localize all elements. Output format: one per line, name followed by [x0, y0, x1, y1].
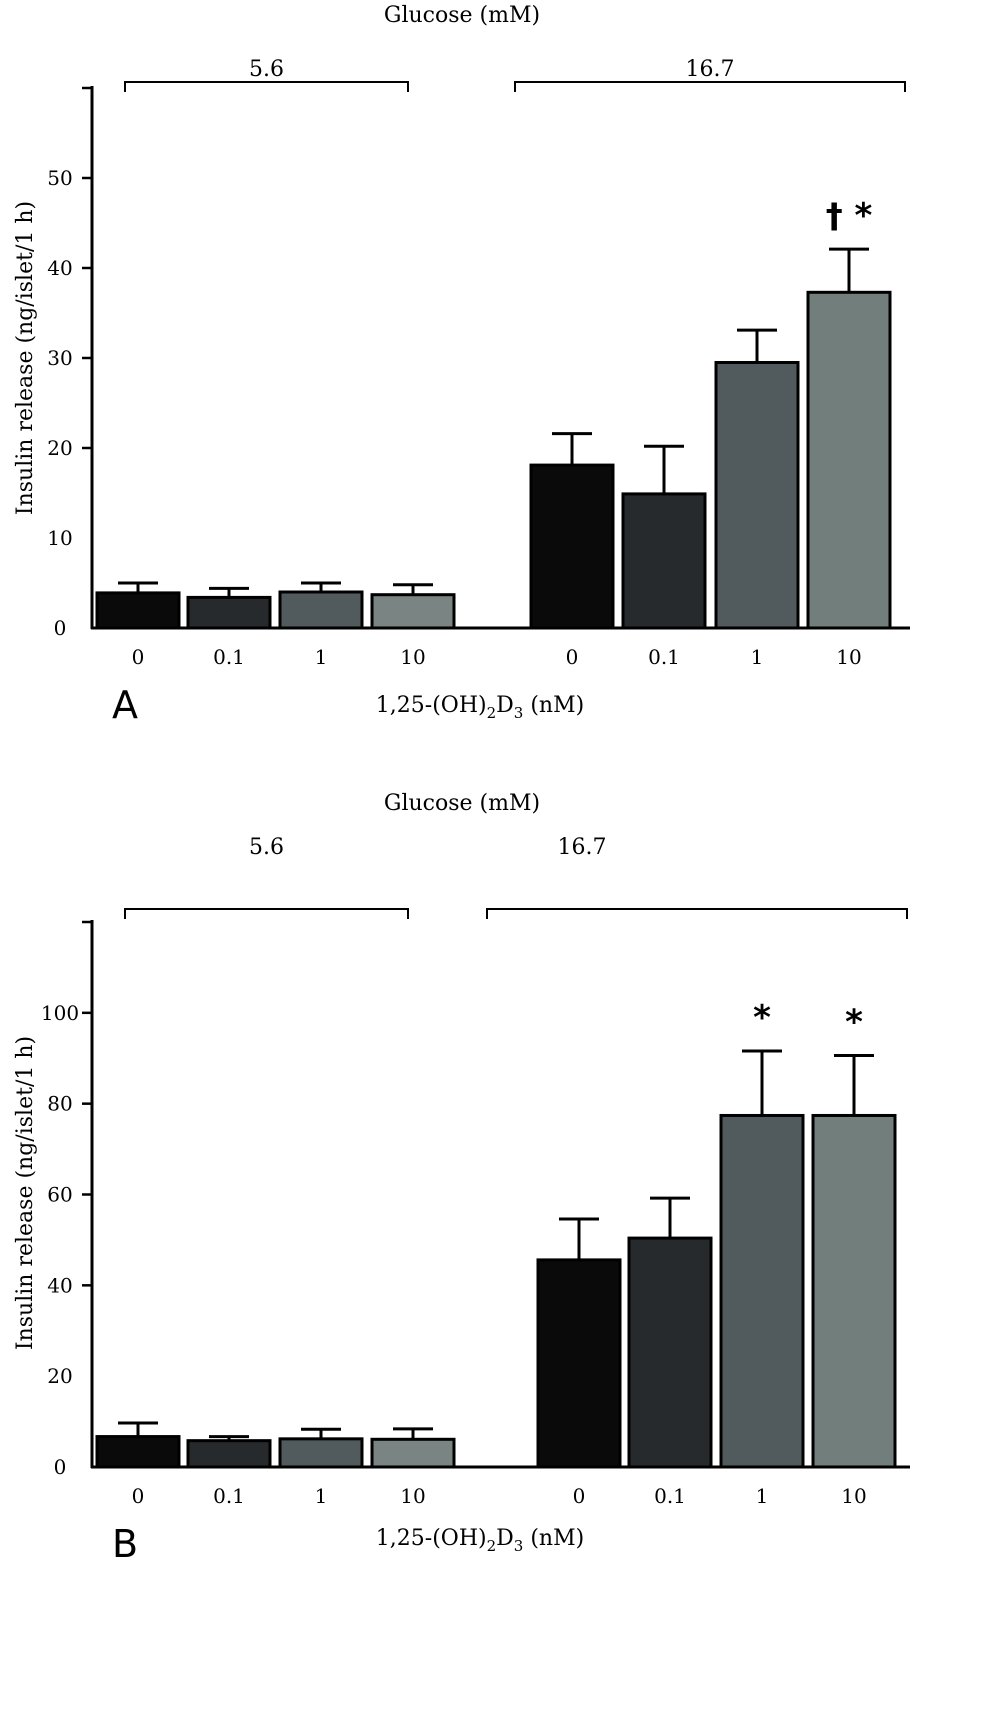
x-tick-label: 0.1 — [654, 1484, 686, 1508]
group-label: 16.7 — [686, 57, 735, 82]
group-label: 5.6 — [249, 835, 284, 860]
group-bracket — [514, 81, 906, 92]
bar — [95, 1435, 181, 1469]
y-tick-label: 80 — [47, 1092, 72, 1116]
bar — [627, 1236, 713, 1469]
y-tick-label: 40 — [47, 1273, 72, 1297]
significance-marker: * — [753, 998, 771, 1038]
x-tick-label: 1 — [315, 645, 328, 669]
y-tick-label: 30 — [47, 346, 72, 370]
x-tick-label: 10 — [400, 645, 425, 669]
y-tick-label: 100 — [41, 1001, 79, 1025]
x-tick-label: 0.1 — [213, 645, 245, 669]
x-axis-title: 1,25-(OH)2D3 (nM) — [376, 1526, 584, 1555]
group-label: 16.7 — [558, 835, 607, 860]
y-tick-label: 20 — [47, 436, 72, 460]
glucose-title: Glucose (mM) — [384, 791, 540, 816]
significance-marker: † * — [826, 196, 873, 236]
y-tick-label: 10 — [47, 526, 72, 550]
x-tick-label: 0 — [566, 645, 579, 669]
x-tick-label: 0.1 — [213, 1484, 245, 1508]
bar — [370, 1437, 456, 1469]
x-tick-label: 1 — [756, 1484, 769, 1508]
y-tick-label: 20 — [47, 1364, 72, 1388]
bar — [621, 492, 707, 630]
bar — [529, 463, 615, 630]
y-tick-label: 0 — [54, 616, 67, 640]
y-tick-label: 60 — [47, 1183, 72, 1207]
panel-letter: B — [112, 1522, 138, 1566]
bar — [714, 361, 800, 630]
y-tick-label: 0 — [54, 1455, 67, 1479]
y-tick-label: 50 — [47, 166, 72, 190]
bar — [278, 590, 364, 630]
group-label: 5.6 — [249, 57, 284, 82]
group-bracket — [124, 81, 409, 92]
bar — [370, 593, 456, 630]
bar — [811, 1113, 897, 1469]
significance-marker: * — [845, 1003, 863, 1043]
bar — [536, 1258, 622, 1469]
group-bracket — [124, 908, 409, 919]
y-axis-title: Insulin release (ng/islet/1 h) — [13, 201, 38, 515]
bar — [806, 290, 892, 630]
glucose-title: Glucose (mM) — [384, 3, 540, 28]
x-tick-label: 10 — [836, 645, 861, 669]
panel-letter: A — [112, 683, 138, 727]
bar — [186, 1439, 272, 1469]
x-axis-title: 1,25-(OH)2D3 (nM) — [376, 693, 584, 722]
x-tick-label: 0.1 — [648, 645, 680, 669]
bar — [186, 595, 272, 630]
x-tick-label: 0 — [132, 645, 145, 669]
x-tick-label: 0 — [132, 1484, 145, 1508]
bar — [278, 1437, 364, 1469]
x-tick-label: 0 — [573, 1484, 586, 1508]
x-tick-label: 10 — [841, 1484, 866, 1508]
bar — [95, 591, 181, 630]
group-bracket — [486, 908, 908, 919]
y-tick-label: 40 — [47, 256, 72, 280]
x-tick-label: 1 — [751, 645, 764, 669]
x-tick-label: 10 — [400, 1484, 425, 1508]
y-axis-title: Insulin release (ng/islet/1 h) — [13, 1036, 38, 1350]
bar — [719, 1113, 805, 1469]
x-tick-label: 1 — [315, 1484, 328, 1508]
